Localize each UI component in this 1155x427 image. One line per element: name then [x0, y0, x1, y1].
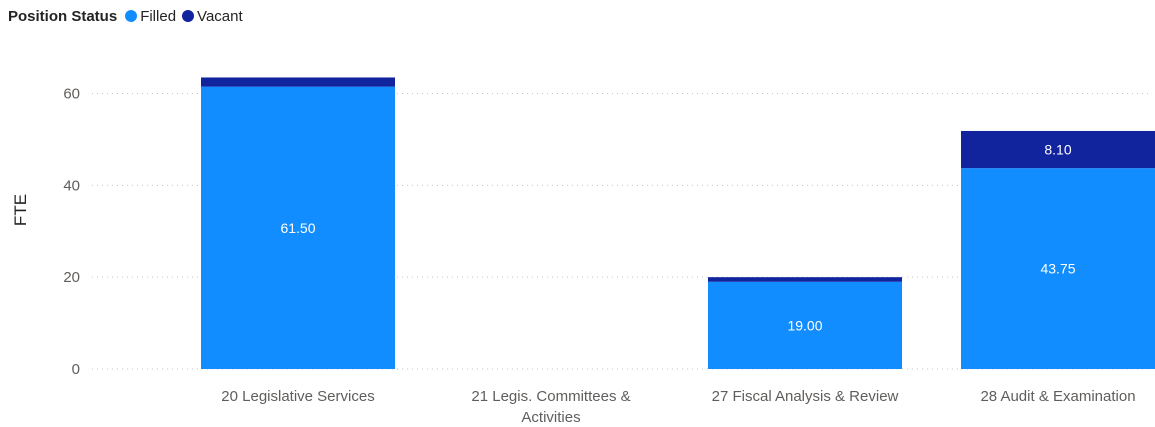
x-category-label-27-fiscal-analysis-review: 27 Fiscal Analysis & Review [712, 388, 899, 405]
bar-filled-27-fiscal-analysis-review[interactable] [708, 281, 902, 369]
y-tick-label-60: 60 [63, 86, 80, 103]
legend: Position Status Filled Vacant [8, 6, 249, 26]
bar-vacant-27-fiscal-analysis-review[interactable] [708, 277, 902, 282]
x-category-label-20-legislative-services: 20 Legislative Services [221, 388, 374, 405]
legend-label-filled: Filled [140, 7, 177, 25]
x-category-label-28-audit-examination: 28 Audit & Examination [980, 388, 1135, 405]
y-tick-label-0: 0 [72, 361, 80, 378]
y-axis-title: FTE [11, 194, 30, 226]
legend-title: Position Status [8, 7, 118, 25]
data-label-filled-28-audit-examination: 43.75 [1040, 261, 1075, 277]
legend-swatch-filled-icon [125, 10, 138, 22]
legend-item-filled[interactable]: Filled [125, 8, 176, 25]
legend-label-vacant: Vacant [197, 7, 243, 25]
data-label-filled-27-fiscal-analysis-review: 19.00 [787, 317, 822, 333]
legend-swatch-vacant-icon [182, 10, 195, 22]
data-labels: 61.50 19.00 43.75 8.10 [280, 142, 1075, 334]
y-axis-ticks: 0 20 40 60 [63, 86, 80, 378]
x-axis-categories: 20 Legislative Services 21 Legis. Committ… [221, 388, 1135, 426]
legend-item-vacant[interactable]: Vacant [182, 8, 243, 25]
x-category-label-21-legis-committees-activities: 21 Legis. Committees & Activities [471, 388, 630, 426]
bar-filled-28-audit-examination[interactable] [961, 168, 1155, 369]
bar-vacant-20-legislative-services[interactable] [201, 77, 395, 87]
bars [201, 77, 1155, 369]
data-label-filled-20-legislative-services: 61.50 [280, 220, 315, 236]
bar-vacant-28-audit-examination[interactable] [961, 130, 1155, 169]
y-tick-label-20: 20 [63, 269, 80, 286]
bar-filled-20-legislative-services[interactable] [201, 86, 395, 369]
y-tick-label-40: 40 [63, 177, 80, 194]
data-label-vacant-28-audit-examination: 8.10 [1044, 142, 1071, 158]
